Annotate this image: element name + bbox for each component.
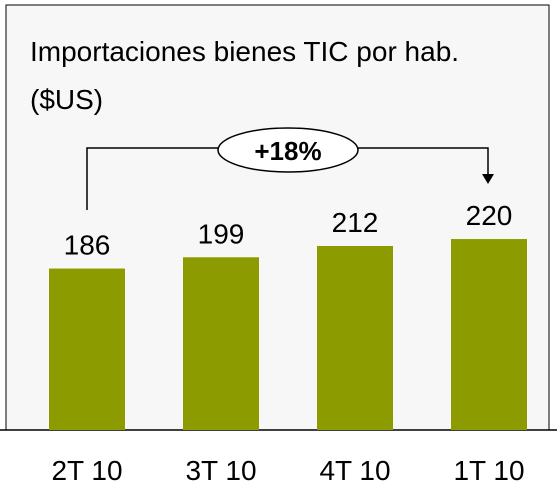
bar <box>451 239 527 430</box>
chart-title: Importaciones bienes TIC por hab. ($US) <box>30 36 460 115</box>
x-tick-label: 4T 10 <box>319 455 390 486</box>
value-label: 199 <box>198 218 245 249</box>
x-tick-label: 2T 10 <box>51 455 122 486</box>
value-label: 220 <box>466 200 513 231</box>
value-label: 186 <box>64 230 111 261</box>
x-tick-label: 3T 10 <box>185 455 256 486</box>
annotation-ellipse <box>217 127 359 173</box>
annotation: +18% <box>254 136 321 166</box>
bar <box>317 245 393 430</box>
arrow-head <box>482 174 494 184</box>
bar <box>49 268 125 430</box>
bar <box>183 257 259 430</box>
value-label: 212 <box>332 207 379 238</box>
x-tick-label: 1T 10 <box>453 455 524 486</box>
